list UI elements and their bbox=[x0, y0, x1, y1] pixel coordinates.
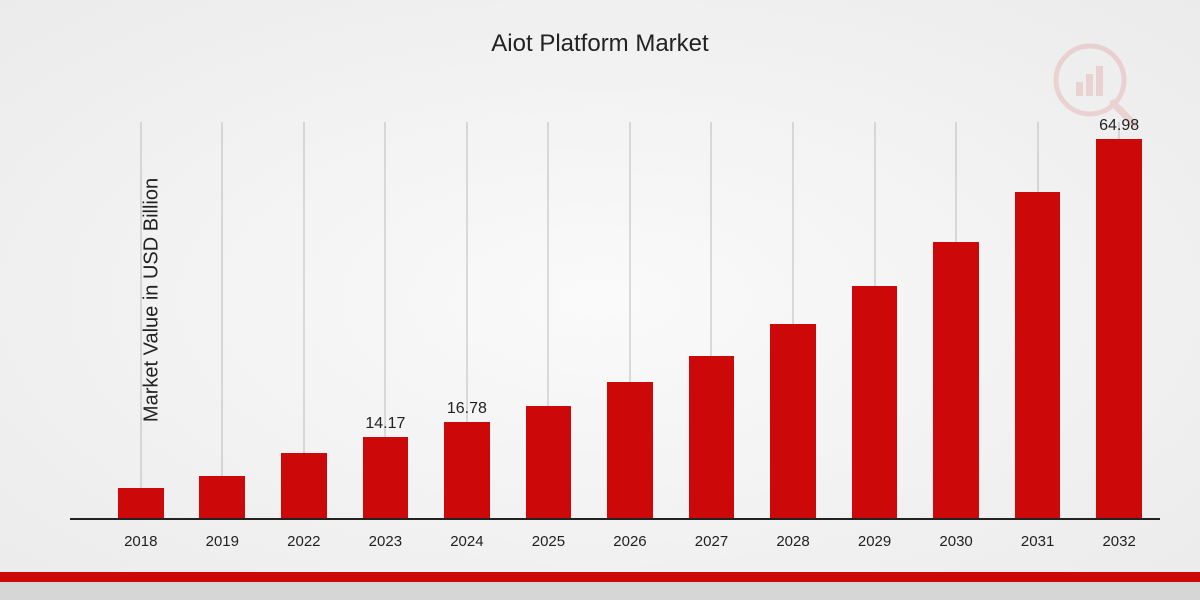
x-tick-label: 2031 bbox=[997, 533, 1079, 550]
bar: 16.78 bbox=[444, 422, 490, 520]
bar-slot bbox=[834, 110, 916, 520]
bar-slot bbox=[589, 110, 671, 520]
bar bbox=[852, 286, 898, 520]
bars-row: 14.17 16.78 64.98 bbox=[100, 110, 1160, 520]
bar-value-label: 14.17 bbox=[365, 415, 405, 433]
chart-title: Aiot Platform Market bbox=[0, 30, 1200, 58]
x-tick-label: 2018 bbox=[100, 533, 182, 550]
bar-slot bbox=[100, 110, 182, 520]
x-tick-label: 2029 bbox=[834, 533, 916, 550]
bar-slot bbox=[508, 110, 590, 520]
bar-slot bbox=[752, 110, 834, 520]
bar-slot bbox=[915, 110, 997, 520]
bar bbox=[1015, 192, 1061, 520]
chart-container: Aiot Platform Market Market Value in USD… bbox=[0, 0, 1200, 600]
x-tick-label: 2023 bbox=[345, 533, 427, 550]
bar bbox=[689, 356, 735, 520]
footer-stripe bbox=[0, 572, 1200, 600]
bar: 14.17 bbox=[363, 437, 409, 520]
gridline bbox=[222, 122, 223, 520]
bar bbox=[607, 382, 653, 520]
footer-gray-bar bbox=[0, 582, 1200, 600]
x-tick-label: 2022 bbox=[263, 533, 345, 550]
x-tick-label: 2027 bbox=[671, 533, 753, 550]
x-axis-line bbox=[70, 518, 1160, 520]
bar-slot: 16.78 bbox=[426, 110, 508, 520]
x-tick-label: 2030 bbox=[915, 533, 997, 550]
bar bbox=[770, 324, 816, 520]
bar-slot: 64.98 bbox=[1078, 110, 1160, 520]
x-tick-label: 2028 bbox=[752, 533, 834, 550]
x-tick-label: 2032 bbox=[1078, 533, 1160, 550]
bar: 64.98 bbox=[1096, 139, 1142, 520]
bar-slot bbox=[182, 110, 264, 520]
bar bbox=[281, 453, 327, 520]
bar bbox=[199, 476, 245, 520]
bar-slot bbox=[997, 110, 1079, 520]
bar-value-label: 64.98 bbox=[1099, 117, 1139, 135]
x-tick-label: 2025 bbox=[508, 533, 590, 550]
plot-area: 14.17 16.78 64.98 bbox=[100, 110, 1160, 520]
gridline bbox=[140, 122, 141, 520]
bar-slot: 14.17 bbox=[345, 110, 427, 520]
x-tick-label: 2024 bbox=[426, 533, 508, 550]
bar bbox=[526, 406, 572, 520]
x-axis-labels: 2018201920222023202420252026202720282029… bbox=[100, 533, 1160, 550]
x-tick-label: 2026 bbox=[589, 533, 671, 550]
bar-slot bbox=[263, 110, 345, 520]
bar bbox=[118, 488, 164, 520]
x-tick-label: 2019 bbox=[182, 533, 264, 550]
bar-value-label: 16.78 bbox=[447, 400, 487, 418]
footer-red-bar bbox=[0, 572, 1200, 582]
bar bbox=[933, 242, 979, 520]
bar-slot bbox=[671, 110, 753, 520]
